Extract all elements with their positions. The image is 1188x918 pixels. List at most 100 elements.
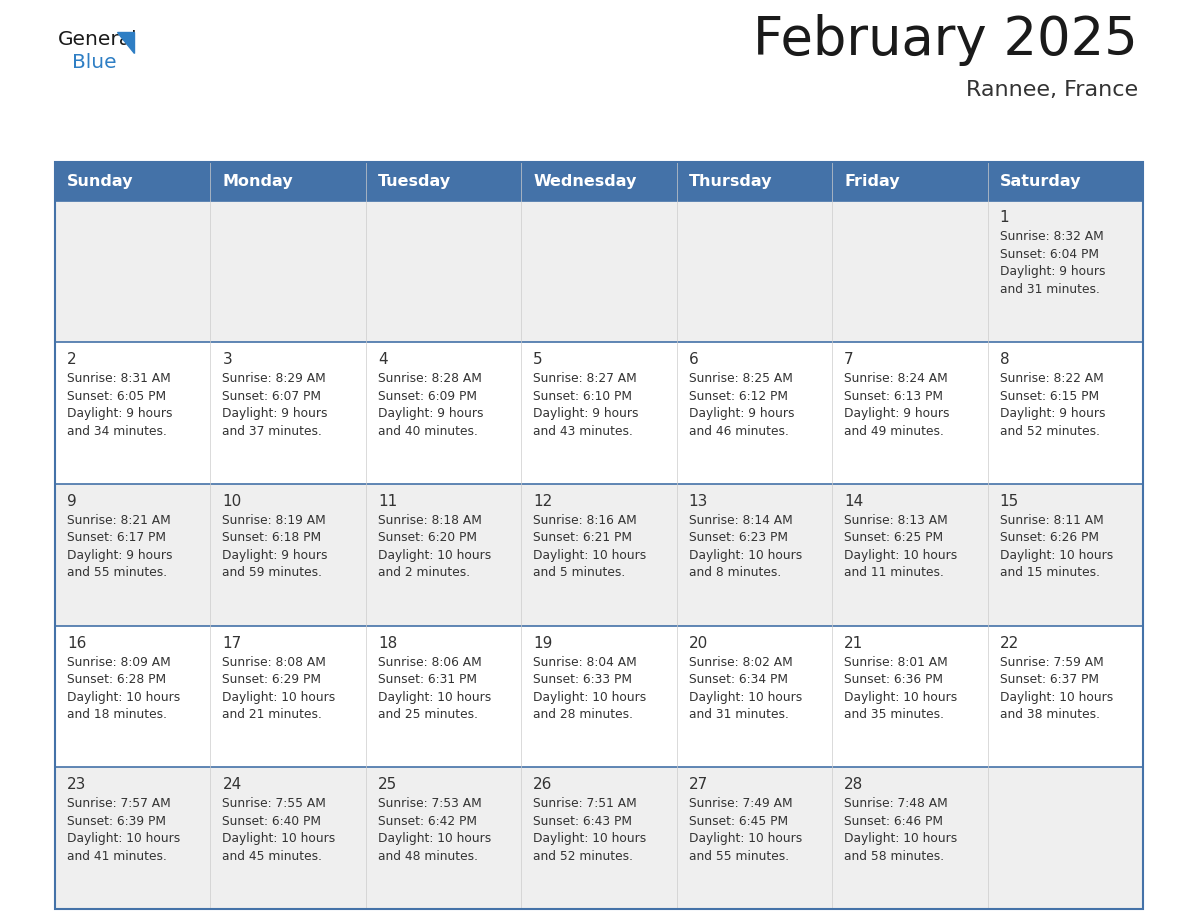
Bar: [832, 484, 987, 625]
Text: 3: 3: [222, 353, 232, 367]
Text: Sunrise: 7:48 AM
Sunset: 6:46 PM
Daylight: 10 hours
and 58 minutes.: Sunrise: 7:48 AM Sunset: 6:46 PM Dayligh…: [845, 798, 958, 863]
Text: Sunrise: 8:21 AM
Sunset: 6:17 PM
Daylight: 9 hours
and 55 minutes.: Sunrise: 8:21 AM Sunset: 6:17 PM Dayligh…: [67, 514, 172, 579]
Text: Sunrise: 7:59 AM
Sunset: 6:37 PM
Daylight: 10 hours
and 38 minutes.: Sunrise: 7:59 AM Sunset: 6:37 PM Dayligh…: [999, 655, 1113, 722]
Bar: [987, 484, 1143, 625]
Text: Sunrise: 8:11 AM
Sunset: 6:26 PM
Daylight: 10 hours
and 15 minutes.: Sunrise: 8:11 AM Sunset: 6:26 PM Dayligh…: [999, 514, 1113, 579]
Bar: [55, 200, 210, 342]
Text: Friday: Friday: [845, 174, 899, 189]
Bar: [522, 625, 677, 767]
Bar: [677, 625, 832, 767]
Bar: [366, 767, 522, 909]
Text: 7: 7: [845, 353, 854, 367]
Text: 4: 4: [378, 353, 387, 367]
Bar: [210, 162, 366, 200]
Bar: [210, 625, 366, 767]
Bar: [832, 767, 987, 909]
Text: Monday: Monday: [222, 174, 293, 189]
Bar: [55, 162, 1143, 909]
Bar: [366, 162, 522, 200]
Bar: [55, 767, 210, 909]
Bar: [366, 342, 522, 484]
Text: 28: 28: [845, 778, 864, 792]
Text: 23: 23: [67, 778, 87, 792]
Text: Sunrise: 8:04 AM
Sunset: 6:33 PM
Daylight: 10 hours
and 28 minutes.: Sunrise: 8:04 AM Sunset: 6:33 PM Dayligh…: [533, 655, 646, 722]
Text: Sunrise: 8:14 AM
Sunset: 6:23 PM
Daylight: 10 hours
and 8 minutes.: Sunrise: 8:14 AM Sunset: 6:23 PM Dayligh…: [689, 514, 802, 579]
Text: Sunrise: 8:08 AM
Sunset: 6:29 PM
Daylight: 10 hours
and 21 minutes.: Sunrise: 8:08 AM Sunset: 6:29 PM Dayligh…: [222, 655, 336, 722]
Bar: [832, 342, 987, 484]
Bar: [522, 342, 677, 484]
Text: Sunrise: 7:51 AM
Sunset: 6:43 PM
Daylight: 10 hours
and 52 minutes.: Sunrise: 7:51 AM Sunset: 6:43 PM Dayligh…: [533, 798, 646, 863]
Text: 21: 21: [845, 635, 864, 651]
Text: Sunrise: 8:28 AM
Sunset: 6:09 PM
Daylight: 9 hours
and 40 minutes.: Sunrise: 8:28 AM Sunset: 6:09 PM Dayligh…: [378, 372, 484, 438]
Text: Saturday: Saturday: [999, 174, 1081, 189]
Text: 25: 25: [378, 778, 397, 792]
Bar: [832, 200, 987, 342]
Text: 11: 11: [378, 494, 397, 509]
Text: Sunrise: 8:29 AM
Sunset: 6:07 PM
Daylight: 9 hours
and 37 minutes.: Sunrise: 8:29 AM Sunset: 6:07 PM Dayligh…: [222, 372, 328, 438]
Bar: [522, 484, 677, 625]
Text: 24: 24: [222, 778, 241, 792]
Text: Sunrise: 8:19 AM
Sunset: 6:18 PM
Daylight: 9 hours
and 59 minutes.: Sunrise: 8:19 AM Sunset: 6:18 PM Dayligh…: [222, 514, 328, 579]
Text: Sunrise: 8:09 AM
Sunset: 6:28 PM
Daylight: 10 hours
and 18 minutes.: Sunrise: 8:09 AM Sunset: 6:28 PM Dayligh…: [67, 655, 181, 722]
Bar: [55, 625, 210, 767]
Bar: [832, 625, 987, 767]
Text: Sunrise: 8:32 AM
Sunset: 6:04 PM
Daylight: 9 hours
and 31 minutes.: Sunrise: 8:32 AM Sunset: 6:04 PM Dayligh…: [999, 230, 1105, 296]
Text: 19: 19: [533, 635, 552, 651]
Text: Sunrise: 8:13 AM
Sunset: 6:25 PM
Daylight: 10 hours
and 11 minutes.: Sunrise: 8:13 AM Sunset: 6:25 PM Dayligh…: [845, 514, 958, 579]
Text: Wednesday: Wednesday: [533, 174, 637, 189]
Text: Sunrise: 8:24 AM
Sunset: 6:13 PM
Daylight: 9 hours
and 49 minutes.: Sunrise: 8:24 AM Sunset: 6:13 PM Dayligh…: [845, 372, 949, 438]
Bar: [210, 342, 366, 484]
Text: Rannee, France: Rannee, France: [966, 80, 1138, 100]
Bar: [677, 767, 832, 909]
Polygon shape: [118, 32, 134, 52]
Text: 18: 18: [378, 635, 397, 651]
Text: 27: 27: [689, 778, 708, 792]
Text: 6: 6: [689, 353, 699, 367]
Bar: [366, 625, 522, 767]
Text: 8: 8: [999, 353, 1009, 367]
Text: Sunday: Sunday: [67, 174, 133, 189]
Text: Sunrise: 8:01 AM
Sunset: 6:36 PM
Daylight: 10 hours
and 35 minutes.: Sunrise: 8:01 AM Sunset: 6:36 PM Dayligh…: [845, 655, 958, 722]
Bar: [677, 342, 832, 484]
Bar: [677, 200, 832, 342]
Bar: [522, 162, 677, 200]
Text: 2: 2: [67, 353, 76, 367]
Text: Blue: Blue: [72, 52, 116, 72]
Text: 9: 9: [67, 494, 77, 509]
Text: General: General: [58, 30, 138, 49]
Text: 16: 16: [67, 635, 87, 651]
Bar: [366, 200, 522, 342]
Bar: [55, 342, 210, 484]
Bar: [987, 342, 1143, 484]
Text: Sunrise: 7:49 AM
Sunset: 6:45 PM
Daylight: 10 hours
and 55 minutes.: Sunrise: 7:49 AM Sunset: 6:45 PM Dayligh…: [689, 798, 802, 863]
Bar: [210, 767, 366, 909]
Text: 26: 26: [533, 778, 552, 792]
Text: Sunrise: 7:53 AM
Sunset: 6:42 PM
Daylight: 10 hours
and 48 minutes.: Sunrise: 7:53 AM Sunset: 6:42 PM Dayligh…: [378, 798, 491, 863]
Text: 5: 5: [533, 353, 543, 367]
Text: Sunrise: 7:57 AM
Sunset: 6:39 PM
Daylight: 10 hours
and 41 minutes.: Sunrise: 7:57 AM Sunset: 6:39 PM Dayligh…: [67, 798, 181, 863]
Bar: [522, 200, 677, 342]
Bar: [987, 200, 1143, 342]
Bar: [210, 484, 366, 625]
Bar: [366, 484, 522, 625]
Bar: [987, 767, 1143, 909]
Text: Sunrise: 8:18 AM
Sunset: 6:20 PM
Daylight: 10 hours
and 2 minutes.: Sunrise: 8:18 AM Sunset: 6:20 PM Dayligh…: [378, 514, 491, 579]
Bar: [677, 162, 832, 200]
Bar: [677, 484, 832, 625]
Text: 13: 13: [689, 494, 708, 509]
Text: Thursday: Thursday: [689, 174, 772, 189]
Text: 20: 20: [689, 635, 708, 651]
Text: Sunrise: 8:06 AM
Sunset: 6:31 PM
Daylight: 10 hours
and 25 minutes.: Sunrise: 8:06 AM Sunset: 6:31 PM Dayligh…: [378, 655, 491, 722]
Text: 17: 17: [222, 635, 241, 651]
Text: Sunrise: 7:55 AM
Sunset: 6:40 PM
Daylight: 10 hours
and 45 minutes.: Sunrise: 7:55 AM Sunset: 6:40 PM Dayligh…: [222, 798, 336, 863]
Text: Sunrise: 8:16 AM
Sunset: 6:21 PM
Daylight: 10 hours
and 5 minutes.: Sunrise: 8:16 AM Sunset: 6:21 PM Dayligh…: [533, 514, 646, 579]
Bar: [55, 162, 210, 200]
Text: Tuesday: Tuesday: [378, 174, 451, 189]
Text: 14: 14: [845, 494, 864, 509]
Text: Sunrise: 8:27 AM
Sunset: 6:10 PM
Daylight: 9 hours
and 43 minutes.: Sunrise: 8:27 AM Sunset: 6:10 PM Dayligh…: [533, 372, 639, 438]
Text: Sunrise: 8:22 AM
Sunset: 6:15 PM
Daylight: 9 hours
and 52 minutes.: Sunrise: 8:22 AM Sunset: 6:15 PM Dayligh…: [999, 372, 1105, 438]
Text: 10: 10: [222, 494, 241, 509]
Text: 12: 12: [533, 494, 552, 509]
Text: Sunrise: 8:31 AM
Sunset: 6:05 PM
Daylight: 9 hours
and 34 minutes.: Sunrise: 8:31 AM Sunset: 6:05 PM Dayligh…: [67, 372, 172, 438]
Bar: [210, 200, 366, 342]
